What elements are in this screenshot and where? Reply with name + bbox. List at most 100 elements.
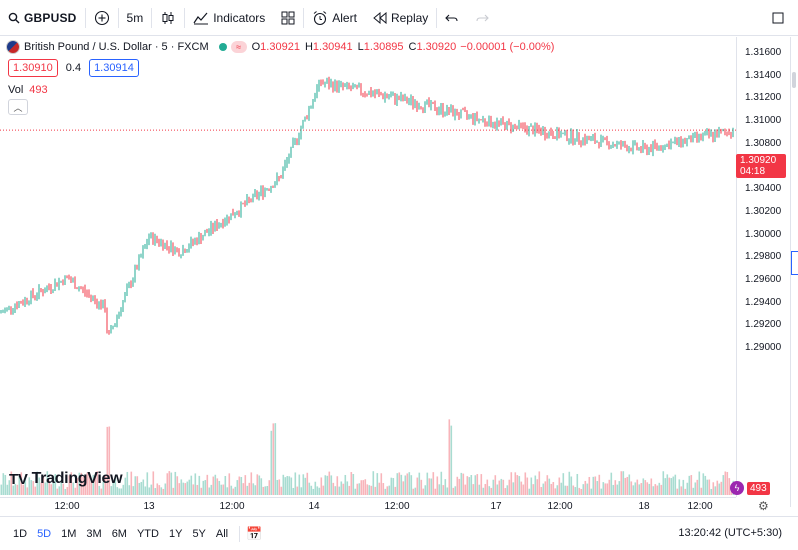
volume-bar	[558, 477, 561, 495]
volume-bar	[584, 480, 587, 495]
volume-bar	[226, 487, 229, 495]
quote-panel: 1.30910 0.4 1.30914	[8, 59, 139, 77]
collapse-legend-button[interactable]: ︿	[8, 99, 28, 115]
volume-bar	[622, 471, 625, 495]
buy-button[interactable]: 1.30914	[89, 59, 139, 77]
volume-bar	[358, 483, 361, 495]
volume-bar	[562, 473, 565, 495]
volume-bar	[328, 471, 331, 495]
range-button-1m[interactable]: 1M	[61, 527, 77, 540]
volume-bar	[4, 474, 7, 495]
range-button-all[interactable]: All	[215, 527, 229, 540]
panel-toggle[interactable]	[791, 251, 798, 275]
volume-bar	[548, 478, 551, 495]
volume-bar	[158, 485, 161, 495]
volume-bar	[104, 475, 107, 495]
volume-bar	[86, 472, 89, 495]
volume-bar	[376, 473, 379, 495]
volume-bar	[722, 475, 725, 495]
volume-bar	[490, 487, 493, 495]
volume-bar	[200, 487, 203, 495]
volume-bar	[388, 485, 391, 495]
redo-button[interactable]	[467, 0, 497, 36]
grid-icon	[281, 11, 295, 25]
time-tick: 18	[638, 501, 650, 512]
volume-bar	[620, 471, 623, 495]
volume-bar	[556, 485, 559, 495]
settings-gear-icon[interactable]: ⚙	[758, 499, 769, 513]
volume-bar	[648, 483, 651, 495]
fullscreen-button[interactable]	[764, 0, 798, 36]
volume-bar	[714, 486, 717, 495]
volume-bar	[516, 475, 519, 495]
volume-bar	[170, 472, 173, 495]
range-button-5y[interactable]: 5Y	[192, 527, 206, 540]
replay-button[interactable]: Replay	[365, 0, 436, 36]
volume-bar	[78, 472, 81, 495]
range-button-ytd[interactable]: YTD	[136, 527, 159, 540]
clock[interactable]: 13:20:42 (UTC+5:30)	[678, 527, 782, 539]
volume-bar	[706, 479, 709, 495]
tradingview-logo[interactable]: TV TradingView	[9, 470, 123, 488]
date-range-icon[interactable]: 📅	[246, 525, 263, 541]
volume-bar	[106, 426, 109, 495]
volume-bar	[338, 486, 341, 495]
alert-button[interactable]: Alert	[304, 0, 365, 36]
price-tick: 1.29000	[745, 342, 782, 354]
volume-bar	[346, 481, 349, 495]
range-button-1y[interactable]: 1Y	[168, 527, 183, 540]
volume-bar	[240, 477, 243, 495]
alert-label: Alert	[332, 10, 357, 25]
volume-bar	[212, 476, 215, 495]
volume-bar	[526, 477, 529, 495]
indicators-button[interactable]: Indicators	[185, 0, 273, 36]
volume-bar	[50, 484, 53, 495]
volume-bar	[318, 487, 321, 495]
range-button-3m[interactable]: 3M	[86, 527, 102, 540]
lightning-icon[interactable]: ϟ	[730, 481, 744, 495]
volume-bar	[590, 488, 593, 495]
price-axis[interactable]: 1.316001.314001.312001.310001.308001.306…	[736, 37, 790, 497]
volume-bar	[14, 483, 17, 495]
interval-button[interactable]: 5m	[119, 0, 152, 36]
volume-bar	[100, 488, 103, 495]
volume-bar	[196, 484, 199, 495]
volume-bar	[84, 481, 87, 495]
time-tick: 14	[308, 501, 320, 512]
volume-bar	[334, 486, 337, 495]
symbol-search[interactable]: GBPUSD	[0, 0, 85, 36]
volume-bar	[154, 488, 157, 495]
volume-bar	[488, 486, 491, 495]
high-label: H	[304, 41, 313, 53]
scroll-handle[interactable]	[792, 72, 796, 88]
volume-bar	[144, 486, 147, 495]
volume-bar	[182, 482, 185, 495]
interval-label: 5m	[126, 10, 144, 25]
sell-button[interactable]: 1.30910	[8, 59, 58, 77]
volume-bar	[654, 484, 657, 495]
volume-bar	[514, 472, 517, 495]
volume-bar	[126, 471, 129, 495]
price-chart[interactable]	[0, 37, 736, 497]
volume-bar	[314, 481, 317, 495]
range-button-6m[interactable]: 6M	[111, 527, 127, 540]
market-status[interactable]: ≈	[218, 41, 247, 53]
price-tick: 1.31200	[745, 92, 782, 104]
volume-bar	[320, 477, 323, 495]
range-button-1d[interactable]: 1D	[13, 527, 28, 540]
volume-bar	[404, 475, 407, 495]
volume-bar	[708, 479, 711, 495]
volume-bar	[248, 482, 251, 495]
range-button-5d[interactable]: 5D	[37, 527, 52, 540]
chart-type-button[interactable]	[152, 0, 184, 36]
compare-button[interactable]	[86, 0, 118, 36]
volume-bar	[74, 487, 77, 495]
volume-bar	[532, 484, 535, 495]
volume-bar	[54, 474, 57, 495]
volume-bar	[528, 488, 531, 495]
volume-bar	[626, 476, 629, 495]
undo-button[interactable]	[437, 0, 467, 36]
layouts-button[interactable]	[273, 0, 303, 36]
legend-title: British Pound / U.S. Dollar · 5 · FXCM	[24, 41, 209, 53]
time-axis[interactable]: 12:00 13 12:00 14 12:00 17 12:00 18 12:00	[0, 497, 736, 515]
